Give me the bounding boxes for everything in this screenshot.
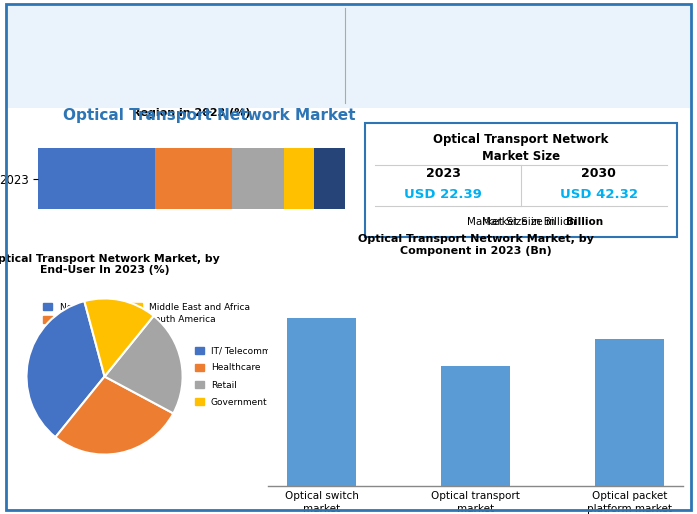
Text: 2030: 2030 [581,168,616,180]
Text: USD 22.39: USD 22.39 [404,188,482,200]
Wedge shape [84,299,153,376]
Text: 9.52% CAGR: 9.52% CAGR [401,25,492,38]
Title: Optical Transport Network Market, by
Component in 2023 (Bn): Optical Transport Network Market, by Com… [358,234,594,256]
Text: Market Size in: Market Size in [482,217,559,228]
Circle shape [109,17,153,94]
Text: USD 42.32: USD 42.32 [560,188,638,200]
Wedge shape [56,376,174,454]
Bar [155,148,231,209]
Text: Market Size in Billion: Market Size in Billion [466,217,576,228]
FancyBboxPatch shape [365,123,677,236]
Text: Billion: Billion [567,217,604,228]
Circle shape [13,22,75,82]
Bar [595,339,664,486]
Polygon shape [365,30,385,78]
Text: MMR: MMR [77,47,119,62]
Bar [231,148,284,209]
Legend: IT/ Telecommunication, Healthcare, Retail, Government: IT/ Telecommunication, Healthcare, Retai… [191,343,316,410]
Text: Optical Transport Network Market: Optical Transport Network Market [63,108,355,123]
Bar [284,148,314,209]
Polygon shape [125,30,136,81]
Wedge shape [26,301,105,437]
Text: Optical Transport Network
Market Size: Optical Transport Network Market Size [434,133,608,162]
Text: Optical Transport Network
Market to grow at a CAGR of
9.52% during 2024-2030: Optical Transport Network Market to grow… [401,53,549,93]
Bar [38,148,155,209]
Bar [287,318,356,486]
Circle shape [353,17,397,94]
Legend: North America, Asia-Pacific, Europe, Middle East and Africa, South America: North America, Asia-Pacific, Europe, Mid… [40,299,253,341]
Text: 2023: 2023 [426,168,461,180]
Text: Asia-Pacific Market Accounted
largest share in the Optical
Transport Network Mar: Asia-Pacific Market Accounted largest sh… [157,33,321,73]
Bar [314,148,345,209]
Wedge shape [105,316,183,413]
Bar [441,366,510,486]
Title: Optical Transport Network Market Share, by
Region in 2023 (%): Optical Transport Network Market Share, … [54,97,330,118]
Title: Optical Transport Network Market, by
End-User In 2023 (%): Optical Transport Network Market, by End… [0,254,220,276]
